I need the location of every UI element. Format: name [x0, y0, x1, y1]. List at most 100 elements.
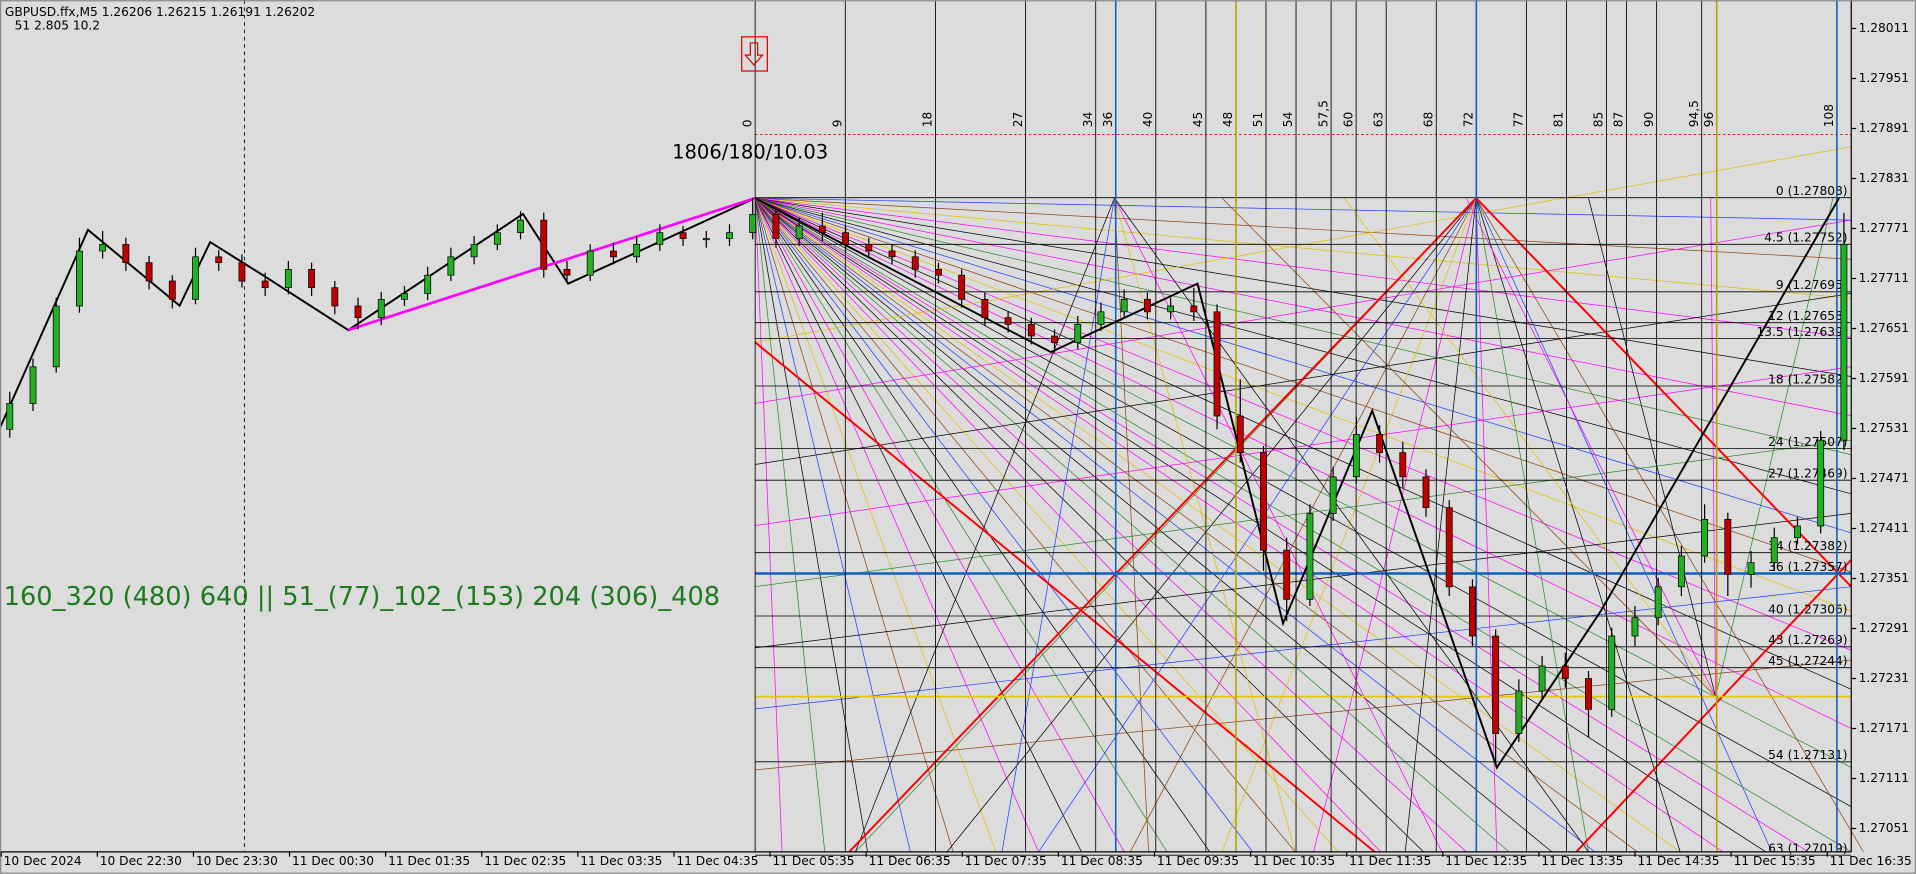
fan-line: [754, 198, 783, 852]
x-tick-label: 11 Dec 12:35: [1445, 854, 1527, 868]
cycle-label: 81: [1552, 112, 1566, 128]
fan-line: [1343, 197, 1716, 697]
level-label: 24 (1.27507): [1768, 435, 1847, 449]
candle-body: [818, 225, 826, 234]
cycle-label: 34: [1081, 111, 1095, 127]
fan-line: [754, 197, 1424, 853]
candle-body: [1747, 562, 1755, 575]
fan-line: [754, 197, 1638, 853]
candle-body: [145, 262, 153, 282]
marks: [6, 197, 1848, 765]
fan-line: [755, 513, 1852, 649]
fan-line: [754, 197, 1852, 807]
fan-line: [1221, 197, 1477, 852]
candle-body: [749, 213, 757, 234]
trend-line: [347, 196, 756, 332]
fan-line: [1715, 198, 1834, 697]
cycle-label: 57,5: [1316, 100, 1330, 127]
fan-line: [755, 197, 1852, 221]
candle-body: [1352, 433, 1360, 478]
candle-body: [1120, 298, 1128, 313]
ratio-annotation: 1806/180/10.03: [672, 140, 828, 163]
y-tick-label: 1.27471: [1859, 471, 1909, 485]
x-tick-label: 11 Dec 13:35: [1541, 854, 1623, 868]
candle-body: [1469, 586, 1476, 637]
x-tick-label: 10 Dec 23:30: [196, 854, 278, 868]
cycle-label: 0: [740, 119, 754, 127]
x-tick-label: 11 Dec 02:35: [484, 854, 566, 868]
y-tick-label: 1.27411: [1859, 521, 1909, 535]
fan-line: [755, 219, 1852, 404]
cycle-label: 18: [921, 112, 935, 128]
candle-body: [517, 219, 524, 234]
zigzag: [0, 197, 756, 429]
candle-body: [168, 280, 176, 300]
candle-body: [1817, 439, 1825, 527]
cycle-label: 36: [1101, 112, 1115, 128]
candle-body: [1538, 665, 1546, 692]
candle-body: [1306, 513, 1314, 600]
candle-body: [192, 256, 199, 300]
fan-line: [754, 197, 1553, 853]
candle-body: [76, 250, 83, 307]
candle-body: [656, 232, 664, 245]
cycle-label: 9: [830, 119, 844, 127]
fan-line: [755, 197, 1852, 456]
candle-body: [911, 256, 919, 270]
fan-line: [754, 197, 1510, 853]
candle-body: [563, 268, 571, 276]
x-tick-label: 11 Dec 00:30: [292, 854, 374, 868]
level-label: 40 (1.27306): [1768, 602, 1847, 616]
fan-line: [1475, 198, 1498, 852]
fan-line: [755, 197, 1852, 338]
x-tick-label: 11 Dec 05:35: [773, 854, 855, 868]
candle-body: [424, 274, 432, 294]
candle-body: [1445, 507, 1453, 588]
x-tick-label: 11 Dec 09:35: [1157, 854, 1239, 868]
candle-body: [1770, 537, 1778, 564]
sell-arrow-box: [741, 36, 768, 72]
candle-body: [1283, 549, 1291, 600]
cycle-label: 96: [1702, 112, 1716, 128]
fan-line: [754, 197, 997, 852]
candle-body: [1190, 305, 1198, 313]
candle-body: [702, 238, 710, 241]
sell-arrow: [744, 42, 764, 66]
fan-line: [1710, 198, 1716, 697]
candle-body: [633, 243, 641, 258]
y-tick-label: 1.27711: [1859, 271, 1909, 285]
cycle-label: 54: [1281, 111, 1295, 127]
level-label: 34 (1.27382): [1768, 539, 1847, 553]
fan-line: [754, 197, 1382, 853]
y-tick-label: 1.27291: [1859, 621, 1909, 635]
x-tick-label: 11 Dec 10:35: [1253, 854, 1335, 868]
candle-body: [1236, 415, 1244, 454]
candle-body: [842, 232, 850, 245]
x-tick-label: 11 Dec 16:35: [1830, 854, 1912, 868]
level-label: 54 (1.27131): [1768, 748, 1847, 762]
fan-line: [755, 586, 1852, 710]
fan-line: [755, 197, 1852, 416]
cycle-label: 63: [1371, 112, 1385, 128]
candle-body: [935, 268, 942, 276]
candle-body: [308, 268, 316, 289]
y-tick-label: 1.27771: [1859, 221, 1909, 235]
candle-body: [1422, 476, 1430, 509]
red-angle-line: [1475, 197, 1852, 588]
x-tick-label: 11 Dec 08:35: [1061, 854, 1143, 868]
cycle-label: 60: [1341, 112, 1355, 128]
candle-body: [888, 250, 896, 258]
x-tick-label: 10 Dec 22:30: [100, 854, 182, 868]
candle-body: [1329, 476, 1337, 514]
level-label: 43 (1.27269): [1768, 633, 1847, 647]
candle-body: [1097, 311, 1105, 325]
fan-line: [754, 197, 1039, 852]
candle-body: [284, 268, 292, 289]
candle-body: [772, 213, 780, 239]
y-tick-label: 1.27891: [1859, 121, 1909, 135]
fan-line: [1129, 197, 1477, 853]
candle-body: [1004, 317, 1012, 325]
